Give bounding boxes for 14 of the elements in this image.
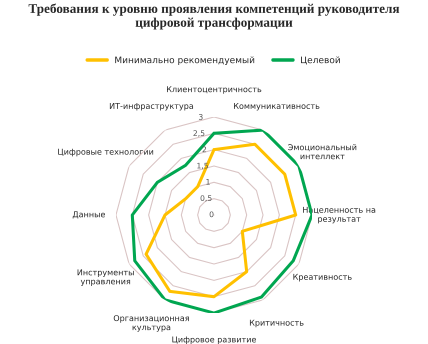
spoke-label: Инструменты управления — [78, 269, 134, 286]
legend-label: Минимально рекомендуемый — [115, 56, 254, 66]
spoke-label: Коммуникативность — [234, 102, 320, 111]
legend-label: Целевой — [301, 56, 340, 65]
spoke-label: Организационная культура — [114, 315, 189, 332]
spoke-label: Креативность — [293, 274, 352, 282]
spoke-label: ИТ-инфраструктура — [110, 102, 194, 111]
spoke-label: Данные — [72, 211, 105, 218]
spoke-label: Эмоциональный интеллект — [288, 144, 356, 160]
chart-title: Требования к уровню проявления компетенций руководителя цифровой трансформации — [28, 3, 400, 30]
spoke-label: Цифровые технологии — [58, 148, 154, 156]
spoke-label: Клиентоцентричность — [167, 86, 262, 94]
spoke-label: Критичность — [250, 320, 304, 328]
spoke-label: Цифровое развитие — [172, 336, 256, 344]
